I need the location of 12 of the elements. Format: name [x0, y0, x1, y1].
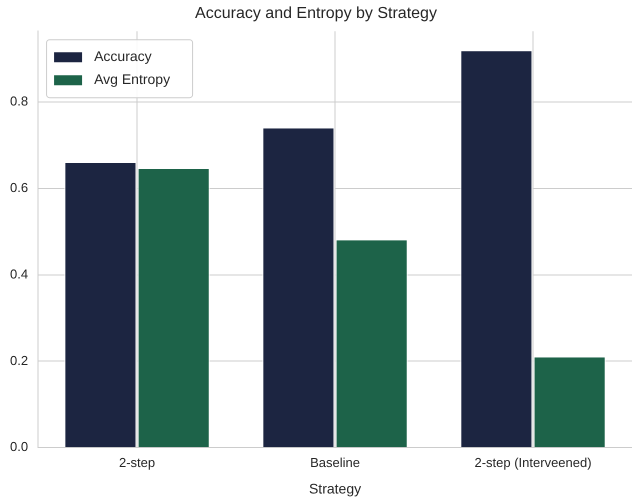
y-tick-label: 0.2 [10, 352, 28, 368]
y-tick-label: 0.6 [10, 180, 28, 196]
y-tick-label: 0.8 [10, 94, 28, 109]
legend-label: Avg Entropy [94, 71, 170, 88]
chart-title: Accuracy and Entropy by Strategy [195, 5, 437, 22]
legend-label: Accuracy [94, 48, 152, 64]
y-tick-label: 0.4 [10, 266, 28, 282]
x-axis-title: Strategy [308, 480, 362, 496]
x-tick-label: 2-step [118, 454, 156, 470]
y-tick-label: 0.0 [10, 439, 28, 454]
x-tick-label: Baseline [310, 454, 360, 470]
x-tick-label: 2-step (Interveened) [474, 454, 592, 470]
